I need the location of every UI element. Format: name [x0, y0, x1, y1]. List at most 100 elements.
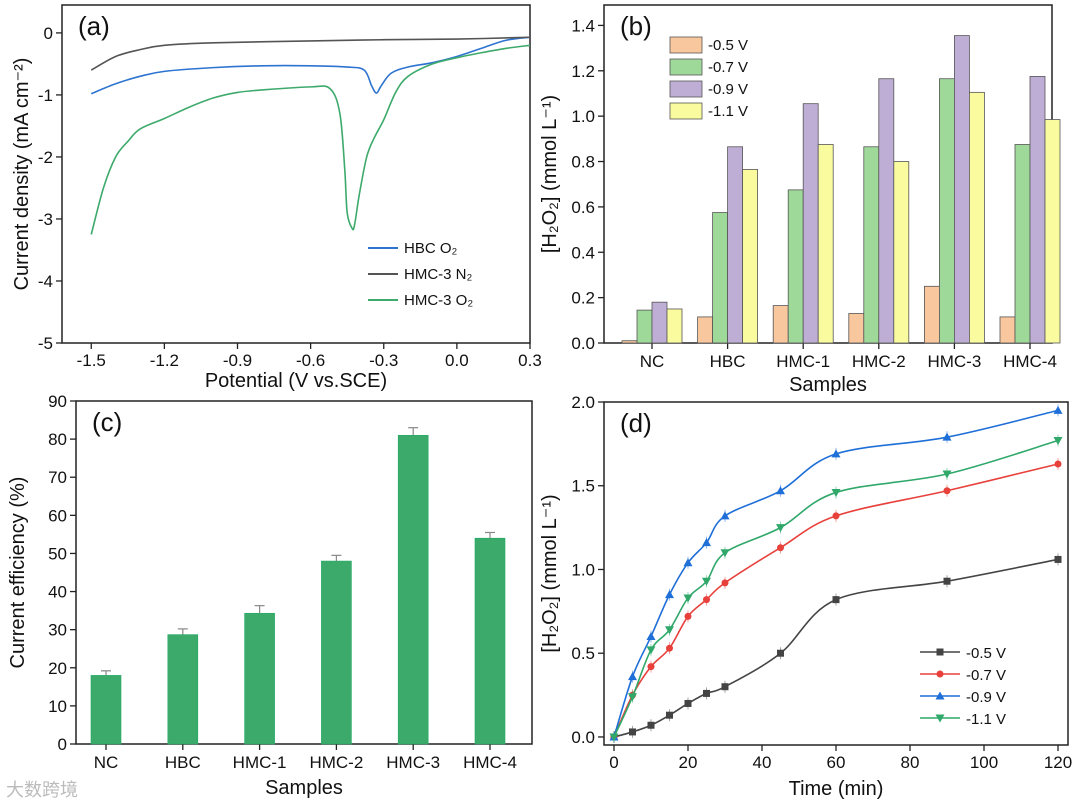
- y-tick-label: 0.2: [571, 289, 595, 308]
- panel-label: (b): [620, 11, 652, 41]
- x-tick-label: -1.5: [77, 351, 106, 370]
- y-tick-label: 70: [48, 468, 67, 487]
- x-tick-label: 60: [827, 753, 846, 772]
- legend-swatch: [669, 102, 703, 120]
- bar: [1044, 119, 1061, 344]
- x-tick-label: 120: [1044, 753, 1072, 772]
- series-line: [613, 463, 1059, 738]
- bar: [817, 144, 834, 344]
- bar: [969, 91, 985, 344]
- data-point-triangle-up: [701, 538, 711, 547]
- legend-swatch: [669, 36, 703, 54]
- bar: [742, 169, 758, 344]
- series-line: [613, 409, 1059, 738]
- x-tick-label: NC: [94, 753, 119, 772]
- y-tick-label: 10: [48, 697, 67, 716]
- bar: [244, 612, 275, 745]
- data-point-square: [628, 728, 636, 736]
- data-point-square: [1054, 555, 1062, 563]
- y-tick-label: 0.8: [571, 153, 595, 172]
- bar: [772, 305, 789, 344]
- y-axis-label: [H₂O₂] (mmol L⁻¹): [539, 494, 561, 652]
- legend-label: -1.1 V: [966, 711, 1006, 728]
- y-tick-label: 0: [58, 735, 67, 754]
- data-point-triangle-down: [935, 714, 945, 723]
- series-line: [90, 36, 531, 95]
- plot-frame: [61, 4, 531, 344]
- y-tick-label: 1.4: [571, 16, 595, 35]
- data-point-triangle-up: [1053, 405, 1063, 414]
- series-line: [90, 44, 531, 235]
- data-point-circle: [702, 596, 710, 604]
- bar: [621, 340, 638, 344]
- data-point-triangle-down: [701, 577, 711, 586]
- legend-label: -0.9 V: [708, 81, 748, 98]
- data-point-triangle-down: [683, 594, 693, 603]
- x-axis-label: Samples: [265, 777, 343, 799]
- bar: [697, 316, 713, 344]
- x-tick-label: HMC-1: [776, 352, 830, 371]
- y-tick-label: 1.0: [571, 560, 595, 579]
- y-tick-label: -4: [38, 272, 53, 291]
- panel-label: (a): [78, 11, 110, 41]
- x-tick-label: 20: [679, 753, 698, 772]
- data-point-triangle-up: [775, 486, 785, 495]
- x-tick-label: 0.0: [445, 351, 469, 370]
- x-axis-label: Samples: [789, 374, 867, 396]
- x-tick-label: 0: [609, 753, 618, 772]
- y-tick-label: 80: [48, 430, 67, 449]
- y-tick-label: 1.2: [571, 62, 595, 81]
- x-tick-label: HMC-3: [927, 352, 981, 371]
- x-tick-label: -0.9: [223, 351, 252, 370]
- y-tick-label: 20: [48, 659, 67, 678]
- bar: [802, 103, 819, 344]
- bar: [999, 316, 1016, 344]
- bar: [727, 146, 743, 344]
- panel-b: 0.0 0.2 0.4 0.6 0.8 1.0 1.2 1.4 Samples [H₂O₂] (m…: [539, 4, 1061, 396]
- data-point-square: [684, 699, 692, 707]
- x-tick-label: HBC: [710, 352, 746, 371]
- data-point-triangle-down: [646, 646, 656, 655]
- data-point-triangle-down: [831, 488, 841, 497]
- bar: [787, 189, 804, 344]
- y-tick-label: -1: [38, 86, 53, 105]
- bar: [712, 212, 728, 344]
- x-tick-label: HBC: [165, 753, 201, 772]
- data-point-triangle-up: [646, 631, 656, 640]
- bar: [863, 146, 880, 344]
- data-point-triangle-down: [942, 470, 952, 479]
- y-tick-label: -3: [38, 210, 53, 229]
- x-tick-label: HMC-3: [386, 753, 440, 772]
- data-point-triangle-up: [683, 558, 693, 567]
- y-tick-label: -5: [38, 334, 53, 353]
- x-axis-label: Potential (V vs.SCE): [205, 370, 387, 392]
- data-point-circle: [1054, 460, 1062, 468]
- data-point-square: [943, 577, 951, 585]
- data-point-circle: [647, 663, 655, 671]
- panel-label: (c): [92, 407, 122, 437]
- data-point-circle: [832, 512, 840, 520]
- data-point-triangle-up: [720, 511, 730, 520]
- y-tick-label: 0.4: [571, 243, 595, 262]
- x-tick-label: HMC-2: [309, 753, 363, 772]
- y-tick-label: 0.6: [571, 198, 595, 217]
- bar: [954, 35, 970, 344]
- y-tick-label: -2: [38, 148, 53, 167]
- y-tick-label: 1.0: [571, 107, 595, 126]
- legend-label: HMC-3 N₂: [404, 266, 472, 283]
- bar: [1014, 144, 1031, 344]
- y-axis-label: Current efficiency (%): [7, 477, 29, 669]
- y-tick-label: 0: [44, 24, 53, 43]
- bar: [1029, 76, 1046, 344]
- y-axis-label: Current density (mA cm⁻²): [11, 58, 33, 291]
- x-tick-label: 40: [753, 753, 772, 772]
- data-point-square: [702, 689, 710, 697]
- data-point-triangle-up: [942, 432, 952, 441]
- data-point-square: [647, 721, 655, 729]
- legend-swatch: [669, 58, 703, 76]
- legend-label: -0.7 V: [966, 667, 1006, 684]
- x-tick-label: -0.3: [369, 351, 398, 370]
- panel-a: 0 -1 -2 -3 -4 -5 -1.5 -1.2 -0.9 -0.6 -0.3 0.0 0.3 Pot…: [11, 4, 542, 392]
- x-tick-label: 0.3: [518, 351, 542, 370]
